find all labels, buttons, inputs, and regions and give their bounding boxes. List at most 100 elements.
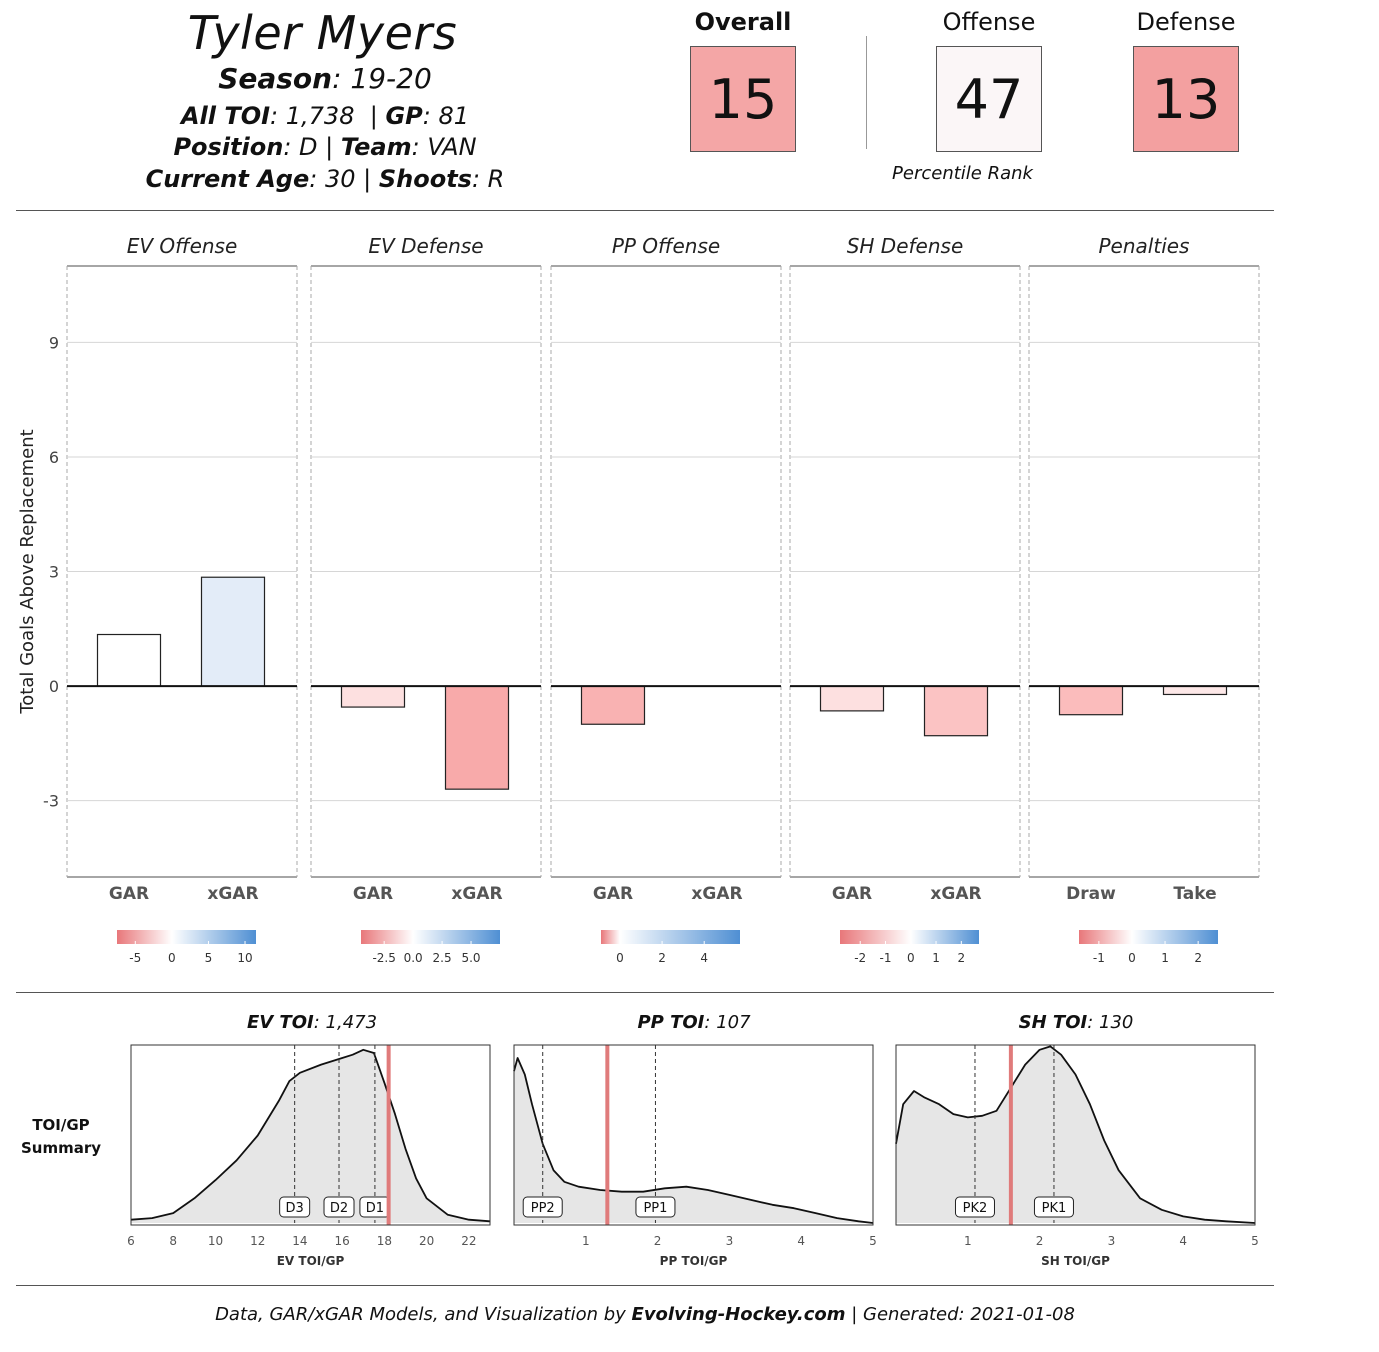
panel-ev-offense: EV Offense GAR xGAR -5 0 5 10 bbox=[66, 234, 298, 965]
line-tag-box-d3 bbox=[279, 1196, 311, 1218]
x-tick-label-xgar: xGAR bbox=[691, 884, 742, 904]
x-tick-label: 12 bbox=[250, 1234, 265, 1248]
x-tick-label: 8 bbox=[169, 1234, 177, 1248]
x-tick-label: 4 bbox=[1179, 1234, 1187, 1248]
x-tick-label: 2 bbox=[1036, 1234, 1044, 1248]
offense-rank-box: 47 bbox=[936, 46, 1042, 152]
x-tick-label: 14 bbox=[292, 1234, 307, 1248]
toi-panel-pp-toi: PP2 PP1 1 2 3 4 5 PP TOI/GP bbox=[513, 1044, 877, 1268]
position-label: Position bbox=[173, 133, 284, 161]
sh-toi-value: 130 bbox=[1099, 1012, 1134, 1033]
ev-toi-value: 1,473 bbox=[325, 1012, 378, 1033]
legend-tick-label: -1 bbox=[1093, 951, 1105, 965]
rank-divider bbox=[866, 36, 867, 149]
x-tick-label-gar: GAR bbox=[593, 884, 633, 904]
y-tick-label: -3 bbox=[43, 792, 59, 811]
x-tick-label: 1 bbox=[582, 1234, 590, 1248]
shoots-label: Shoots bbox=[378, 165, 472, 193]
legend-tick-label: 1 bbox=[932, 951, 940, 965]
toi-summary-label: TOI/GP Summary bbox=[20, 1116, 102, 1157]
age-value: 30 bbox=[324, 165, 356, 193]
x-tick-label: 3 bbox=[726, 1234, 734, 1248]
density-area bbox=[514, 1058, 873, 1223]
age-label: Current Age bbox=[145, 165, 310, 193]
legend-tick-label: 2 bbox=[1194, 951, 1202, 965]
x-tick-label: 16 bbox=[335, 1234, 350, 1248]
toi-gp-line: All TOI: 1,738 | GP: 81 bbox=[180, 102, 470, 130]
panel-penalties: Penalties Draw Take -1 0 1 2 bbox=[1028, 234, 1260, 965]
season-value: 19-20 bbox=[350, 62, 432, 95]
color-legend-bar bbox=[117, 930, 256, 944]
line-tag-pk1: PK1 bbox=[1042, 1201, 1067, 1216]
x-tick-label-gar: GAR bbox=[353, 884, 393, 904]
x-tick-label-xgar: xGAR bbox=[451, 884, 502, 904]
bar-gar bbox=[340, 685, 406, 708]
panel-sh-defense: SH Defense GAR xGAR -2 -1 0 1 2 bbox=[789, 234, 1021, 965]
footer-suffix: | Generated: 2021-01-08 bbox=[845, 1304, 1075, 1325]
legend-tick-label: 5.0 bbox=[461, 951, 480, 965]
panel-title-ev-offense: EV Offense bbox=[127, 234, 238, 258]
line-tag-box-pk2 bbox=[954, 1196, 995, 1218]
x-tick-label-xgar: xGAR bbox=[207, 884, 258, 904]
line-tag-box-pp2 bbox=[522, 1196, 563, 1218]
x-tick-label: 20 bbox=[419, 1234, 434, 1248]
legend-tick-label: -5 bbox=[129, 951, 141, 965]
x-tick-label: 5 bbox=[1251, 1234, 1259, 1248]
line-tag-box-pp1 bbox=[635, 1196, 676, 1218]
x-tick-label-gar: GAR bbox=[832, 884, 872, 904]
y-tick-label: 3 bbox=[49, 563, 59, 582]
sh-toi-title: SH TOI: 130 bbox=[1018, 1012, 1134, 1033]
gp-label: GP bbox=[385, 102, 423, 130]
x-tick-label-take: Take bbox=[1173, 884, 1216, 904]
panel-title-ev-defense: EV Defense bbox=[368, 234, 483, 258]
density-area bbox=[896, 1046, 1255, 1223]
legend-tick-label: 0 bbox=[907, 951, 915, 965]
y-tick-label: 9 bbox=[49, 333, 59, 352]
line-tag-d1: D1 bbox=[366, 1201, 384, 1216]
x-tick-label: 1 bbox=[964, 1234, 972, 1248]
bar-gar bbox=[96, 633, 162, 687]
x-tick-label-xgar: xGAR bbox=[930, 884, 981, 904]
color-legend-bar bbox=[361, 930, 500, 944]
toi-panel-frame bbox=[130, 1044, 491, 1226]
bar-draw bbox=[1058, 685, 1124, 716]
footer-prefix: Data, GAR/xGAR Models, and Visualization… bbox=[215, 1304, 632, 1325]
x-axis-label: EV TOI/GP bbox=[277, 1254, 345, 1268]
legend-tick-label: 0 bbox=[168, 951, 176, 965]
line-tag-pp1: PP1 bbox=[643, 1201, 667, 1216]
percentile-rank-note: Percentile Rank bbox=[892, 163, 1033, 184]
toi-panel-frame bbox=[513, 1044, 874, 1226]
color-legend-bar bbox=[601, 930, 740, 944]
x-tick-label: 2 bbox=[654, 1234, 662, 1248]
ev-toi-title: EV TOI: 1,473 bbox=[246, 1012, 378, 1033]
x-tick-label: 10 bbox=[208, 1234, 223, 1248]
defense-title: Defense bbox=[1136, 8, 1236, 36]
y-tick-label: 0 bbox=[49, 677, 59, 696]
footer-rule bbox=[16, 1285, 1274, 1286]
x-tick-label: 6 bbox=[127, 1234, 135, 1248]
offense-title: Offense bbox=[942, 8, 1036, 36]
x-axis-label: PP TOI/GP bbox=[660, 1254, 728, 1268]
x-tick-label: 3 bbox=[1108, 1234, 1116, 1248]
legend-tick-label: -2 bbox=[854, 951, 866, 965]
position-value: D bbox=[299, 133, 318, 161]
pp-toi-label: PP TOI bbox=[637, 1012, 705, 1033]
x-tick-label-gar: GAR bbox=[109, 884, 149, 904]
shoots-value: R bbox=[487, 165, 505, 193]
overall-title: Overall bbox=[694, 8, 792, 36]
position-team-line: Position: D | Team: VAN bbox=[173, 133, 477, 161]
legend-tick-label: 2 bbox=[658, 951, 666, 965]
gp-value: 81 bbox=[438, 102, 470, 130]
toi-panel-ev-toi: D3 D2 D1 6 8 10 12 14 16 18 20 22 EV TOI/GP bbox=[127, 1044, 491, 1268]
legend-tick-label: 0.0 bbox=[404, 951, 423, 965]
legend-tick-label: 4 bbox=[700, 951, 708, 965]
team-label: Team bbox=[340, 133, 412, 161]
density-line bbox=[895, 1045, 1256, 1224]
x-tick-label: 5 bbox=[869, 1234, 877, 1248]
x-tick-label: 22 bbox=[461, 1234, 476, 1248]
panel-pp-offense: PP Offense GAR xGAR 0 2 4 bbox=[550, 234, 782, 965]
legend-tick-label: 0 bbox=[616, 951, 624, 965]
legend-tick-label: 2.5 bbox=[433, 951, 452, 965]
y-axis-label: Total Goals Above Replacement bbox=[17, 429, 38, 714]
